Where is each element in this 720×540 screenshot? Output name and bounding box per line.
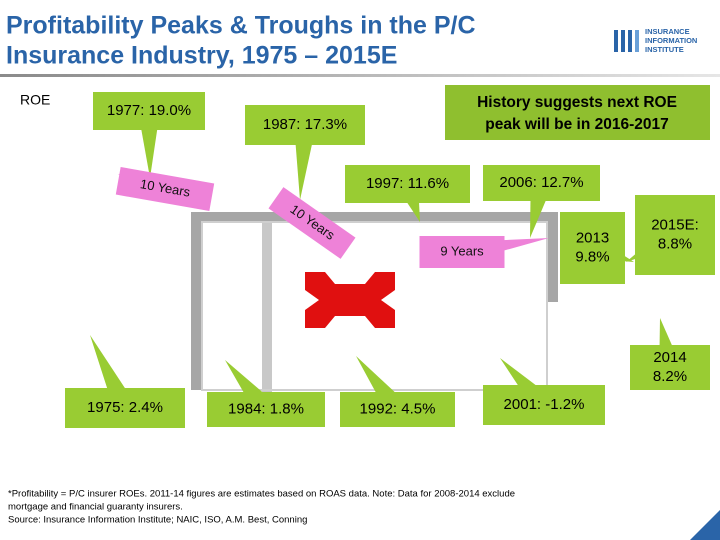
logo-text: INSTITUTE (645, 45, 684, 54)
callout: 2013 9.8% (560, 212, 634, 284)
callouts: 1977: 19.0% 1987: 17.3% 1997: 11.6% 2006: 1… (65, 85, 715, 428)
frame (191, 212, 558, 392)
callout-box (345, 165, 470, 203)
callout-text: 1977: 19.0% (107, 102, 191, 119)
callout-box (483, 385, 605, 425)
callout: 1997: 11.6% (345, 165, 470, 222)
interval-body: 10 Years (115, 166, 215, 212)
callout-text: 1997: 11.6% (366, 175, 449, 192)
interval-box (268, 187, 356, 259)
interval-callout: 9 Years (419, 236, 549, 268)
title-line: Insurance Industry, 1975 – 2015E (6, 42, 397, 70)
callout-text: 1975: 2.4% (87, 399, 163, 416)
callout-box (245, 105, 365, 145)
frame-inner (201, 221, 548, 391)
interval-box (115, 166, 215, 212)
note-text: peak will be in 2016-2017 (485, 116, 669, 133)
callout-text: 1992: 4.5% (360, 400, 436, 417)
callout-box (630, 345, 710, 390)
frame-bar (547, 212, 558, 302)
callout-text: 1987: 17.3% (263, 116, 347, 133)
title-rule (0, 74, 720, 77)
callout-text: 1984: 1.8% (228, 400, 304, 417)
callout-box (207, 392, 325, 427)
frame-bar (191, 212, 558, 222)
interval-text: 9 Years (440, 243, 484, 258)
callout-text: 9.8% (575, 248, 609, 265)
callout-box (635, 195, 715, 275)
logo-bar (635, 30, 639, 52)
axis-label: ROE (20, 92, 50, 108)
interval-body: 9 Years (419, 236, 505, 268)
callout: 2014 8.2% (630, 318, 710, 390)
logo-text: INSURANCE (645, 27, 690, 36)
footnote-line: *Profitability = P/C insurer ROEs. 2011-… (8, 489, 515, 500)
logo-bar (614, 30, 618, 52)
callout-box (560, 212, 625, 284)
callout-box (65, 388, 185, 428)
interval-box (419, 236, 505, 268)
callout-box (483, 165, 600, 201)
callout: 2015E: 8.8% (626, 195, 715, 275)
callout: 1977: 19.0% (93, 92, 205, 178)
callout: 2006: 12.7% (483, 165, 600, 238)
logo-bar (628, 30, 632, 52)
callout-box (93, 92, 205, 130)
corner-accent (690, 510, 720, 540)
title-line: Profitability Peaks & Troughs in the P/C (6, 12, 476, 40)
callout: 1975: 2.4% (65, 335, 185, 428)
callout-text: 2006: 12.7% (499, 174, 583, 191)
logo-text: INFORMATION (645, 36, 697, 45)
callout-text: 2013 (576, 229, 609, 246)
callout-text: 2014 (653, 349, 686, 366)
frame-bar (191, 212, 202, 390)
callout: 1984: 1.8% (207, 360, 325, 427)
note: History suggests next ROE peak will be in… (445, 85, 710, 140)
callout-text: 2001: -1.2% (504, 396, 585, 413)
callout: 2001: -1.2% (483, 358, 605, 425)
red-shape (305, 272, 395, 328)
callout-box (340, 392, 455, 427)
callout: 1992: 4.5% (340, 356, 455, 427)
callout-text: 8.8% (658, 235, 692, 252)
logo-bar (621, 30, 625, 52)
logo: INSURANCE INFORMATION INSTITUTE (614, 27, 697, 54)
note-text: History suggests next ROE (477, 94, 677, 111)
footnote-line: Source: Insurance Information Institute;… (8, 515, 307, 526)
callout-text: 2015E: (651, 216, 699, 233)
callout-text: 8.2% (653, 368, 687, 385)
frame-bar (262, 222, 272, 392)
callout: 1987: 17.3% (245, 105, 365, 200)
footnote-line: mortgage and financial guaranty insurers… (8, 502, 183, 513)
note-box (445, 85, 710, 140)
interval-callout: 10 Years (115, 166, 215, 212)
